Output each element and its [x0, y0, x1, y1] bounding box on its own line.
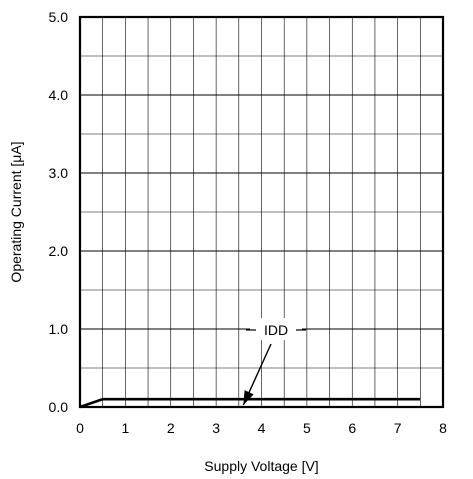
- x-tick-label: 1: [121, 420, 129, 436]
- series-layer: [79, 397, 421, 409]
- grid: [80, 17, 443, 407]
- x-tick-label: 2: [167, 420, 175, 436]
- plot-frame: [78, 15, 445, 409]
- y-tick-label: 5.0: [49, 9, 69, 25]
- y-tick-label: 3.0: [49, 165, 69, 181]
- y-tick-labels: 0.0 1.0 2.0 3.0 4.0 5.0: [49, 9, 69, 415]
- y-tick-label: 4.0: [49, 87, 69, 103]
- y-axis-title: Operating Current [μA]: [8, 141, 24, 282]
- x-axis-title: Supply Voltage [V]: [204, 458, 318, 474]
- x-tick-label: 6: [348, 420, 356, 436]
- series-line-idd: [79, 397, 421, 409]
- x-tick-label: 7: [394, 420, 402, 436]
- x-tick-labels: 0 1 2 3 4 5 6 7 8: [76, 420, 447, 436]
- x-tick-label: 4: [258, 420, 266, 436]
- annotations: IDD: [242, 318, 306, 406]
- x-tick-label: 5: [303, 420, 311, 436]
- annotation-label: IDD: [264, 322, 288, 338]
- x-tick-label: 0: [76, 420, 84, 436]
- annotation-label-background: [250, 318, 302, 340]
- y-tick-label: 1.0: [49, 321, 69, 337]
- y-tick-label: 0.0: [49, 399, 69, 415]
- x-tick-label: 3: [212, 420, 220, 436]
- y-tick-label: 2.0: [49, 243, 69, 259]
- annotation-arrowhead: [243, 390, 254, 405]
- x-tick-label: 8: [439, 420, 447, 436]
